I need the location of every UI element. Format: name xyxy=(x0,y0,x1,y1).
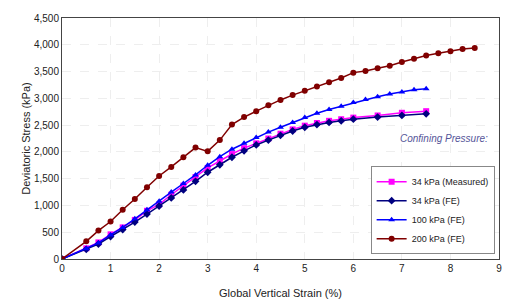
svg-text:Deviatoric Stress (kPa): Deviatoric Stress (kPa) xyxy=(20,82,32,194)
svg-text:3: 3 xyxy=(205,263,211,274)
svg-text:9: 9 xyxy=(496,263,502,274)
svg-text:5: 5 xyxy=(302,263,308,274)
svg-text:200 kPa (FE): 200 kPa (FE) xyxy=(412,234,465,244)
svg-text:2: 2 xyxy=(156,263,162,274)
svg-text:100 kPa (FE): 100 kPa (FE) xyxy=(412,215,465,225)
svg-text:Global Vertical Strain (%): Global Vertical Strain (%) xyxy=(219,287,342,299)
svg-text:1,000: 1,000 xyxy=(34,200,59,211)
svg-text:3,000: 3,000 xyxy=(34,93,59,104)
svg-text:1: 1 xyxy=(108,263,114,274)
svg-text:4,000: 4,000 xyxy=(34,39,59,50)
svg-text:8: 8 xyxy=(448,263,454,274)
svg-text:4,500: 4,500 xyxy=(34,13,59,24)
svg-text:7: 7 xyxy=(399,263,405,274)
svg-text:2,000: 2,000 xyxy=(34,146,59,157)
svg-text:3,500: 3,500 xyxy=(34,66,59,77)
svg-text:0: 0 xyxy=(53,254,59,265)
svg-text:1,500: 1,500 xyxy=(34,173,59,184)
svg-text:6: 6 xyxy=(351,263,357,274)
svg-text:500: 500 xyxy=(42,227,59,238)
svg-text:34 kPa (Measured): 34 kPa (Measured) xyxy=(412,177,489,187)
svg-text:4: 4 xyxy=(253,263,259,274)
svg-text:2,500: 2,500 xyxy=(34,120,59,131)
svg-text:0: 0 xyxy=(59,263,65,274)
svg-text:Confining Pressure:: Confining Pressure: xyxy=(400,133,488,144)
svg-text:34 kPa (FE): 34 kPa (FE) xyxy=(412,196,460,206)
